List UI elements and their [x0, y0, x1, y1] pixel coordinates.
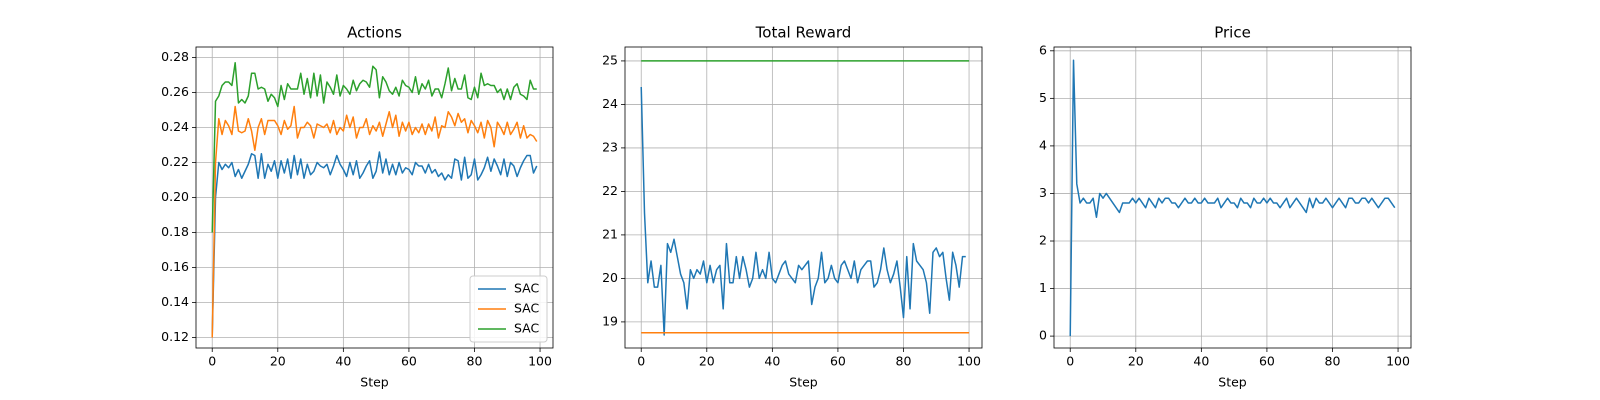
y-tick-label: 0.26 — [161, 84, 189, 99]
y-tick-label: 0.28 — [161, 49, 189, 64]
x-tick-label: 80 — [1325, 354, 1341, 369]
y-tick-label: 20 — [602, 270, 618, 285]
data-line — [640, 87, 966, 336]
x-tick-label: 80 — [896, 354, 912, 369]
data-line — [1069, 59, 1396, 337]
axes-frame — [624, 46, 983, 349]
y-tick-label: 0.12 — [161, 329, 189, 344]
y-tick-label: 4 — [1039, 137, 1047, 152]
y-tick-label: 0.14 — [161, 294, 189, 309]
chart-title: Total Reward — [755, 24, 852, 42]
x-tick-label: 60 — [830, 354, 846, 369]
y-tick-label: 21 — [602, 226, 618, 241]
y-tick-label: 0.22 — [161, 154, 189, 169]
x-tick-label: 20 — [699, 354, 715, 369]
x-axis-label: Step — [1218, 375, 1247, 390]
data-line — [211, 105, 538, 338]
chart-title: Price — [1214, 24, 1251, 42]
y-tick-label: 1 — [1039, 280, 1047, 295]
x-tick-label: 80 — [467, 354, 483, 369]
legend-box — [469, 275, 548, 343]
x-tick-label: 40 — [335, 354, 351, 369]
x-tick-label: 0 — [637, 354, 645, 369]
y-tick-label: 22 — [602, 183, 618, 198]
legend-label: SAC — [514, 321, 539, 336]
y-tick-label: 0 — [1039, 328, 1047, 343]
x-tick-label: 60 — [1259, 354, 1275, 369]
x-tick-label: 20 — [1128, 354, 1144, 369]
y-tick-label: 24 — [602, 96, 618, 111]
x-tick-label: 0 — [208, 354, 216, 369]
y-tick-label: 19 — [602, 313, 618, 328]
data-line — [211, 151, 538, 336]
chart-title: Actions — [347, 24, 402, 42]
x-axis-label: Step — [789, 375, 818, 390]
y-tick-label: 3 — [1039, 185, 1047, 200]
x-tick-label: 40 — [1193, 354, 1209, 369]
x-tick-label: 100 — [957, 354, 981, 369]
x-tick-label: 100 — [528, 354, 552, 369]
axes-frame — [1053, 46, 1412, 349]
y-tick-label: 0.16 — [161, 259, 189, 274]
axes-frame — [195, 46, 554, 349]
y-tick-label: 0.18 — [161, 224, 189, 239]
y-tick-label: 23 — [602, 139, 618, 154]
legend-label: SAC — [514, 301, 539, 316]
x-tick-label: 100 — [1386, 354, 1410, 369]
x-tick-label: 60 — [401, 354, 417, 369]
y-tick-label: 0.20 — [161, 189, 189, 204]
y-tick-label: 6 — [1039, 42, 1047, 57]
y-tick-label: 2 — [1039, 233, 1047, 248]
x-tick-label: 20 — [270, 354, 286, 369]
y-tick-label: 0.24 — [161, 119, 189, 134]
data-line — [211, 62, 537, 233]
y-tick-label: 5 — [1039, 90, 1047, 105]
x-tick-label: 40 — [764, 354, 780, 369]
x-axis-label: Step — [360, 375, 389, 390]
y-tick-label: 25 — [602, 52, 618, 67]
legend-label: SAC — [514, 281, 539, 296]
x-tick-label: 0 — [1066, 354, 1074, 369]
